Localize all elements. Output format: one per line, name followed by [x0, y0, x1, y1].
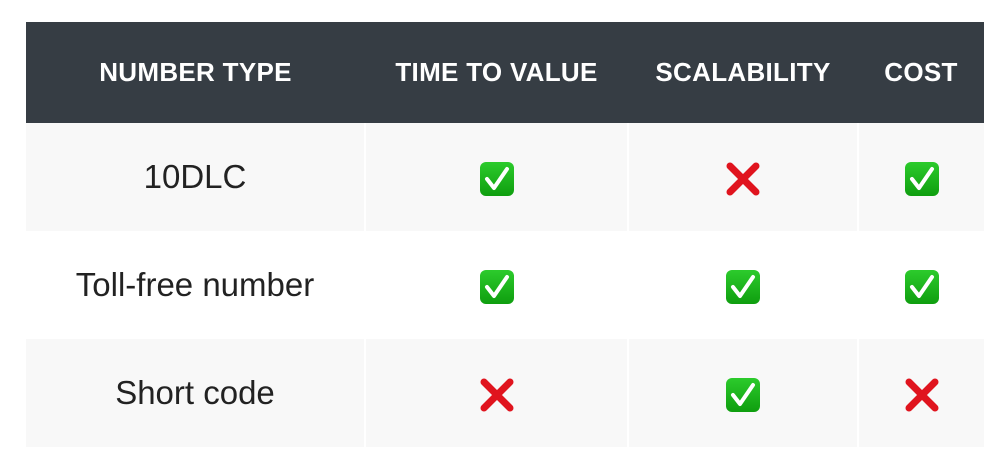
check-mark-icon [479, 269, 514, 304]
table-row: Short code [26, 339, 984, 447]
cross-mark-icon [905, 378, 938, 412]
cost-cell [857, 231, 984, 339]
cost-cell [857, 123, 984, 231]
check-mark-icon [904, 161, 939, 196]
number-type-cell: 10DLC [143, 158, 247, 195]
header-cost: COST [884, 57, 958, 87]
table-row: 10DLC [26, 123, 984, 231]
header-time-to-value: TIME TO VALUE [395, 57, 598, 87]
header-number-type: NUMBER TYPE [99, 57, 292, 87]
header-scalability: SCALABILITY [655, 57, 831, 87]
number-type-cell: Short code [115, 374, 275, 411]
number-type-cell: Toll-free number [75, 266, 315, 303]
scalability-cell [627, 231, 858, 339]
cross-mark-icon [726, 162, 760, 196]
time-to-value-cell [364, 339, 628, 447]
scalability-cell [627, 339, 858, 447]
check-mark-icon [479, 161, 514, 196]
check-mark-icon [726, 269, 760, 304]
header-row: NUMBER TYPE TIME TO VALUE SCALABILITY CO… [26, 22, 984, 123]
time-to-value-cell [364, 231, 628, 339]
time-to-value-cell [364, 123, 628, 231]
cost-cell [857, 339, 984, 447]
check-mark-icon [726, 377, 760, 412]
check-mark-icon [904, 269, 939, 304]
scalability-cell [627, 123, 858, 231]
table-row: Toll-free number [26, 231, 984, 339]
cross-mark-icon [480, 378, 513, 412]
comparison-table: NUMBER TYPE TIME TO VALUE SCALABILITY CO… [26, 22, 984, 447]
